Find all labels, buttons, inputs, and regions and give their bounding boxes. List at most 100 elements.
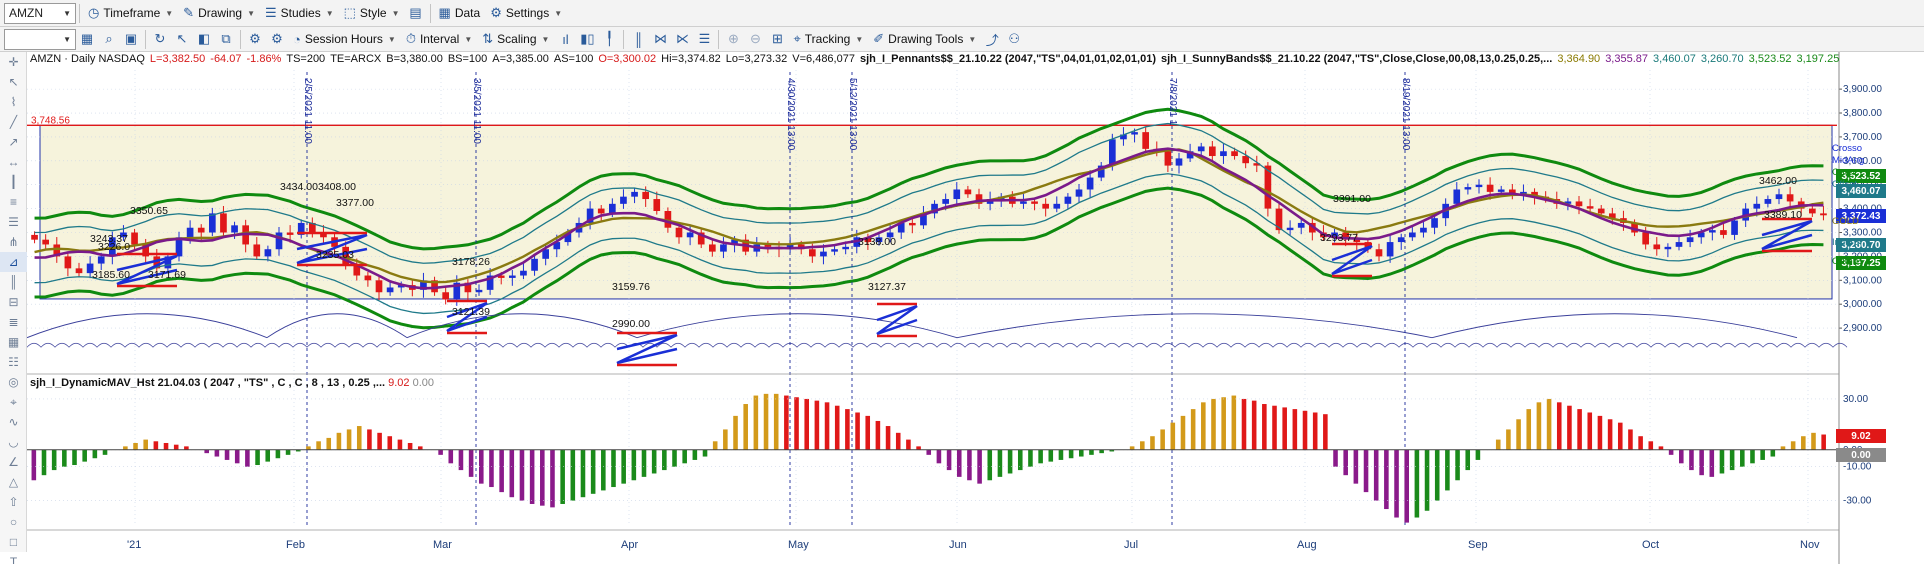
drawing-tools-button[interactable]: ✐ Drawing Tools ▼ <box>868 29 981 50</box>
projection-tool-icon[interactable]: ⌖ <box>10 394 17 409</box>
fib-tool-icon[interactable]: ☰ <box>8 215 19 229</box>
ellipse-tool-icon[interactable]: ○ <box>9 515 18 529</box>
more-icon[interactable]: ⚇ <box>1008 31 1021 46</box>
bar-chart-icon[interactable]: ıl <box>562 31 569 47</box>
copy-icon[interactable]: ⧉ <box>221 31 231 46</box>
list-tool-icon[interactable]: ≣ <box>8 315 19 329</box>
hist-bar <box>875 420 881 450</box>
cycle-arc <box>956 313 1433 339</box>
candle-body <box>1209 146 1216 157</box>
hist-bar <box>1546 398 1552 450</box>
hist-bar <box>712 441 718 450</box>
grid-tool-icon[interactable]: ▦ <box>7 335 20 349</box>
format-icon[interactable]: ⚙ <box>271 31 283 46</box>
scaling-button[interactable]: ⇅ Scaling ▼ <box>477 29 554 50</box>
compress-icon[interactable]: ⋈ <box>653 31 667 46</box>
lines-tool-icon[interactable]: ☷ <box>8 355 19 369</box>
hist-bar <box>245 449 250 467</box>
pennant-tool-icon[interactable]: ⊿ <box>0 252 27 272</box>
candle-body <box>1586 206 1594 209</box>
cursor-icon[interactable]: ↖ <box>176 31 188 46</box>
grid-icon[interactable]: ▦ <box>80 31 94 46</box>
trend-icon[interactable]: ⤴ <box>985 32 999 48</box>
line-chart-icon[interactable]: ╿ <box>605 31 614 46</box>
candle-icon[interactable]: ▮▯ <box>580 31 595 46</box>
cycle-tool-icon[interactable]: ◎ <box>8 375 19 389</box>
bid: B=3,380.00 <box>386 53 443 65</box>
bars-tool-icon[interactable]: ║ <box>9 275 18 289</box>
sunnybands-indicator[interactable]: sjh_I_SunnyBands$$_21.10.22 (2047,"TS",C… <box>1160 53 1553 65</box>
zoom-icon[interactable]: ⌕ <box>105 31 113 46</box>
hist-bar <box>1028 449 1033 467</box>
settings-label: Settings <box>505 6 550 20</box>
outer-top-tag: 3,523.52 <box>1836 169 1886 183</box>
style-button[interactable]: ⬚ Style ▼ <box>339 3 405 24</box>
pennant-label: 2990.00 <box>612 318 650 330</box>
timeframe-button[interactable]: ◷ Timeframe ▼ <box>83 3 178 24</box>
gann-tool-icon[interactable]: ⊟ <box>8 295 19 309</box>
hist-bar <box>1302 410 1308 450</box>
angle-tool-icon[interactable]: ∠ <box>8 455 19 469</box>
hist-bar <box>1170 422 1176 450</box>
interval-button[interactable]: ⏱ Interval ▼ <box>401 29 477 50</box>
hist-bar <box>1251 400 1257 450</box>
data-button[interactable]: ▦ Data <box>434 3 486 24</box>
chevron-down-icon: ▼ <box>968 34 977 44</box>
candle-body <box>942 199 949 204</box>
dynamicmav-name[interactable]: sjh_I_DynamicMAV_Hst 21.04.03 ( 2047 , "… <box>30 377 386 389</box>
pointer-tool-icon[interactable]: ↖ <box>8 75 19 89</box>
hist-bar <box>1231 395 1237 450</box>
pennants-indicator[interactable]: sjh_I_Pennants$$_21.10.22 (2047,"TS",04,… <box>859 53 1156 65</box>
triangle-tool-icon[interactable]: △ <box>8 475 19 489</box>
hist-bar <box>967 449 972 481</box>
cursor-mode-icon[interactable]: ⊞ <box>771 31 783 46</box>
tracking-button[interactable]: ⌖ Tracking ▼ <box>788 29 868 50</box>
zoom-out-icon[interactable]: ⊖ <box>749 31 761 46</box>
workspace-combo[interactable]: ▼ <box>4 28 76 50</box>
arrow-up-tool-icon[interactable]: ⇧ <box>8 495 19 509</box>
settings-button[interactable]: ⚙ Settings ▼ <box>485 3 567 24</box>
candle-body <box>1697 232 1705 238</box>
arc-tool-icon[interactable]: ◡ <box>8 435 19 449</box>
studies-button[interactable]: ☰ Studies ▼ <box>260 3 339 24</box>
dynamicmav-value: 9.02 <box>388 377 410 389</box>
pitchfork-tool-icon[interactable]: ⋔ <box>8 235 19 249</box>
drawing-button[interactable]: ✎ Drawing ▼ <box>178 3 260 24</box>
ray-tool-icon[interactable]: ↗ <box>8 135 19 149</box>
hist-bar <box>346 429 352 450</box>
trendline-tool-icon[interactable]: ╱ <box>9 115 18 129</box>
hist-bar <box>72 449 77 466</box>
cycle-arc <box>1431 313 1798 339</box>
pennant-label: 3127.37 <box>868 281 906 293</box>
settings-icon[interactable]: ⚙ <box>249 31 261 46</box>
hist-bar <box>1424 449 1430 511</box>
brush-tool-icon[interactable]: ⌇ <box>10 95 17 109</box>
layout-icon[interactable]: ▤ <box>409 5 422 20</box>
pennant-label: 3178.26 <box>452 256 490 268</box>
symbol-combo[interactable]: AMZN ▼ <box>4 2 76 24</box>
crosshair-tool-icon[interactable]: ✛ <box>8 55 19 69</box>
zoom-in-icon[interactable]: ⊕ <box>727 31 739 46</box>
session-hours-button[interactable]: ◔ Session Hours ▼ <box>288 29 401 50</box>
palette-icon[interactable]: ◧ <box>197 31 211 46</box>
text-tool-icon[interactable]: T <box>9 555 18 564</box>
expand-icon[interactable]: ⋉ <box>675 31 689 46</box>
table-icon[interactable]: ▣ <box>124 31 138 46</box>
candle-body <box>120 232 127 238</box>
candle-body <box>931 203 938 214</box>
refresh-icon[interactable]: ↻ <box>154 31 166 46</box>
ask-size: AS=100 <box>553 53 594 65</box>
rectangle-tool-icon[interactable]: □ <box>9 535 18 549</box>
bars-icon[interactable]: ║ <box>633 31 644 47</box>
candle-body <box>586 208 594 223</box>
channel-tool-icon[interactable]: ≡ <box>9 195 17 209</box>
interval-icon: ⏱ <box>405 31 416 46</box>
split-icon[interactable]: ☰ <box>698 31 711 46</box>
wave-tool-icon[interactable]: ∿ <box>8 415 19 429</box>
vertical-line-tool-icon[interactable]: ┃ <box>9 175 18 189</box>
hist-bar <box>1709 449 1715 477</box>
horizontal-line-tool-icon[interactable]: ↔ <box>7 155 20 169</box>
pennant-marker <box>616 333 678 365</box>
hist-bar <box>306 446 311 450</box>
chart-area[interactable]: 3,748.562,900.003,000.003,100.003,200.00… <box>27 52 1924 564</box>
